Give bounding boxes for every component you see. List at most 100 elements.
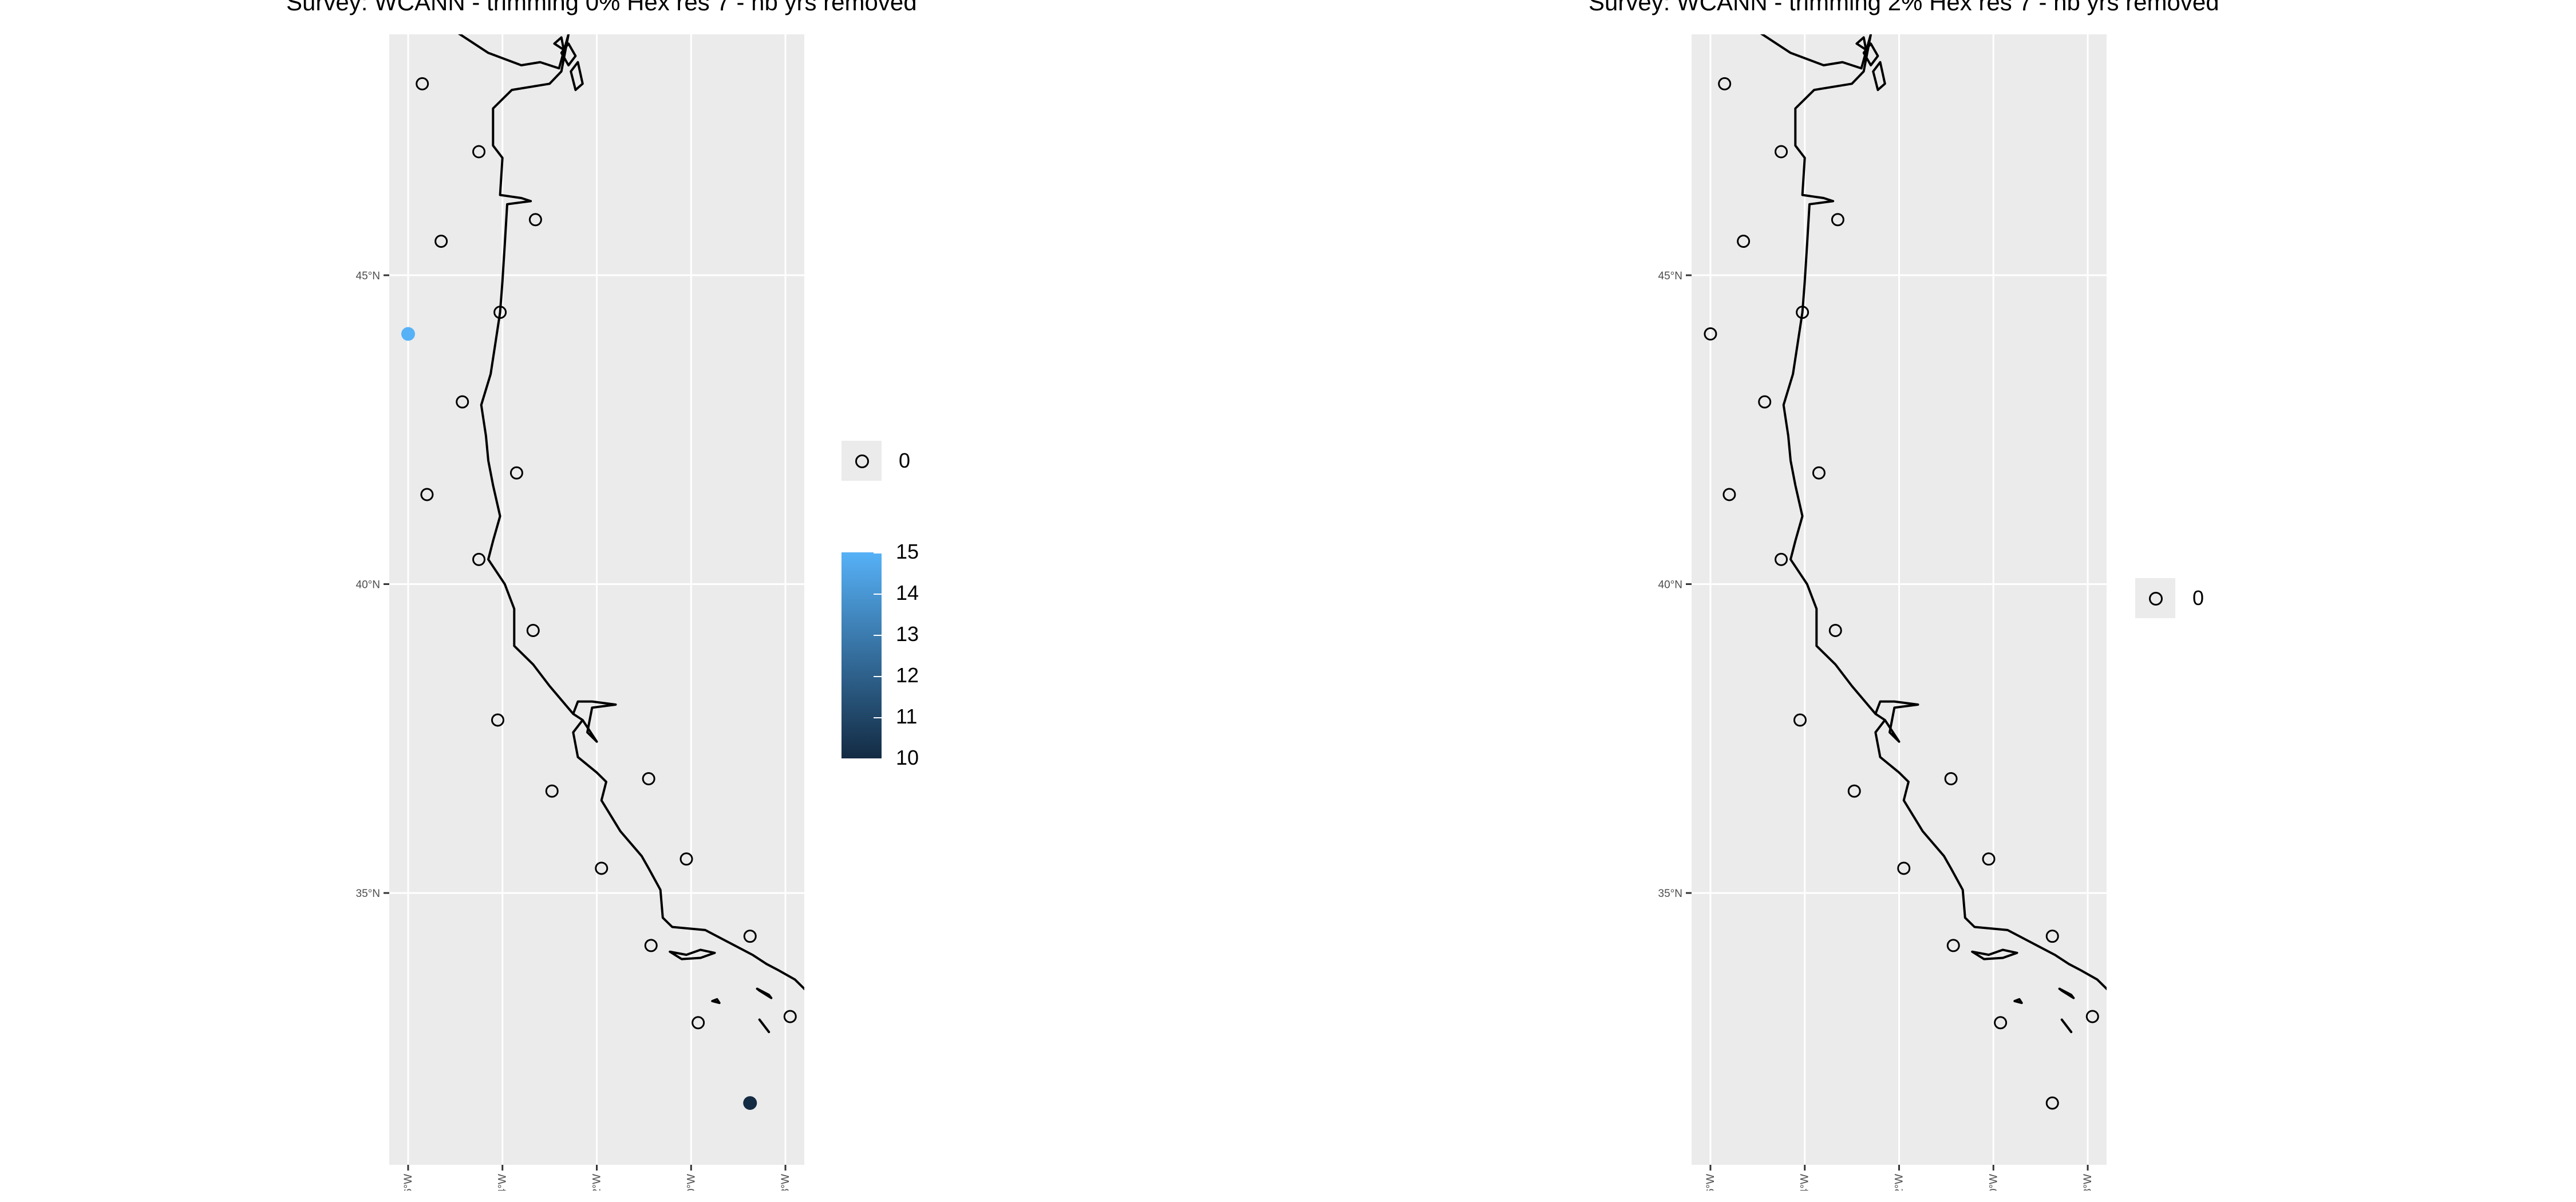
colorbar-tick-mark: [874, 552, 882, 553]
island-outline: [711, 998, 721, 1005]
survey-point: [491, 713, 504, 727]
colorbar-tick-mark: [874, 676, 882, 677]
survey-point: [2045, 1096, 2059, 1110]
colorbar-tick-mark: [874, 717, 882, 718]
map-panel-right: Survey: WCANN - trimming 2% Hex res 7 - …: [1288, 0, 2576, 1202]
survey-point: [1812, 466, 1826, 480]
map-panel-left: Survey: WCANN - trimming 0% Hex res 7 - …: [286, 0, 1013, 1191]
survey-point: [434, 235, 448, 248]
survey-point: [1831, 213, 1844, 227]
legend-size-label: 0: [899, 449, 911, 472]
survey-point: [509, 466, 523, 480]
survey-point: [1982, 852, 1996, 866]
coastline: [457, 34, 804, 991]
island-outline: [1872, 61, 1886, 92]
survey-point: [1796, 306, 1809, 319]
lon-tick-label: 118°W: [780, 1174, 792, 1191]
map-plot: 45°N 40°N 35°N 126°W 124°W 122°W 120°W 118°W: [1658, 34, 2107, 1191]
island-outline: [758, 1018, 771, 1033]
island-outline: [2060, 1018, 2073, 1033]
lat-tick-label: 40°N: [1658, 579, 1682, 591]
island-outline: [553, 36, 565, 51]
colorbar-tick-label: 10: [896, 746, 919, 769]
survey-point: [595, 861, 609, 875]
island-outline: [1862, 42, 1879, 66]
circle-icon: [2149, 592, 2163, 606]
coastline: [1760, 34, 2107, 991]
map-title: Survey: WCANN - trimming 2% Hex res 7 - …: [1589, 0, 2219, 15]
survey-point: [644, 939, 658, 952]
island-outline: [2058, 987, 2075, 999]
bay-outline: [1874, 700, 1919, 743]
map-title: Survey: WCANN - trimming 0% Hex res 7 - …: [286, 0, 917, 15]
lon-tick-label: 126°W: [1705, 1174, 1717, 1191]
island-outline: [560, 42, 577, 66]
survey-point: [526, 623, 540, 637]
lon-tick-label: 124°W: [497, 1174, 509, 1191]
lon-tick-label: 126°W: [402, 1174, 414, 1191]
survey-point: [679, 852, 693, 866]
colorbar-tick-label: 11: [896, 705, 918, 728]
survey-point: [456, 395, 469, 409]
survey-point: [472, 552, 486, 566]
survey-point: [642, 772, 655, 785]
lat-tick-label: 35°N: [1658, 888, 1682, 900]
survey-point: [416, 77, 429, 90]
lat-tick-label: 35°N: [356, 888, 380, 900]
survey-point: [420, 488, 434, 501]
survey-point: [743, 1096, 757, 1110]
legend-key-circle: [2135, 578, 2175, 618]
island-outline: [756, 987, 773, 999]
survey-point: [1775, 145, 1788, 159]
lon-tick-label: 122°W: [591, 1174, 603, 1191]
survey-point: [692, 1016, 705, 1030]
colorbar-tick-label: 13: [896, 622, 919, 646]
survey-point: [401, 327, 415, 341]
lat-tick-label: 45°N: [1658, 270, 1682, 282]
colorbar-tick-label: 12: [896, 663, 919, 687]
survey-point: [1897, 861, 1911, 875]
survey-point: [1775, 552, 1788, 566]
survey-point: [1847, 784, 1861, 798]
colorbar-tick-mark: [874, 594, 882, 595]
survey-point: [493, 306, 507, 319]
survey-point: [783, 1010, 797, 1023]
survey-point: [1946, 939, 1960, 952]
survey-point: [1828, 623, 1842, 637]
lon-tick-label: 118°W: [2082, 1174, 2094, 1191]
colorbar-tick-label: 14: [896, 581, 919, 604]
survey-point: [1793, 713, 1807, 727]
survey-point: [1994, 1016, 2008, 1030]
colorbar: [841, 552, 882, 758]
island-outline: [1971, 948, 2018, 960]
map-plot: 45°N 40°N 35°N 126°W 124°W 122°W 120°W 118°W: [356, 34, 804, 1191]
map-layer: [401, 34, 804, 1110]
island-outline: [570, 61, 584, 92]
survey-point: [743, 930, 757, 943]
lon-tick-label: 120°W: [1988, 1174, 2000, 1191]
survey-point: [1722, 488, 1736, 501]
island-outline: [1855, 36, 1867, 51]
survey-point: [1704, 327, 1717, 341]
map-layer: [1704, 34, 2107, 1110]
survey-point: [528, 213, 542, 227]
legend: 0 15 14 13 12 11 10: [841, 441, 1013, 784]
colorbar-tick-label: 15: [896, 540, 919, 563]
legend-size-label: 0: [2192, 586, 2204, 610]
lat-tick-label: 40°N: [356, 579, 380, 591]
colorbar-tick-mark: [874, 635, 882, 636]
survey-point: [2045, 930, 2059, 943]
circle-icon: [855, 454, 869, 468]
legend: 0: [2135, 578, 2250, 635]
island-outline: [2013, 998, 2023, 1005]
survey-point: [1758, 395, 1772, 409]
survey-point: [2085, 1010, 2099, 1023]
survey-point: [1718, 77, 1732, 90]
bay-outline: [572, 700, 617, 743]
survey-point: [1944, 772, 1958, 785]
island-outline: [669, 948, 716, 960]
survey-point: [472, 145, 486, 159]
lon-tick-label: 122°W: [1894, 1174, 1906, 1191]
legend-key-circle: [841, 441, 882, 481]
survey-point: [1737, 235, 1751, 248]
